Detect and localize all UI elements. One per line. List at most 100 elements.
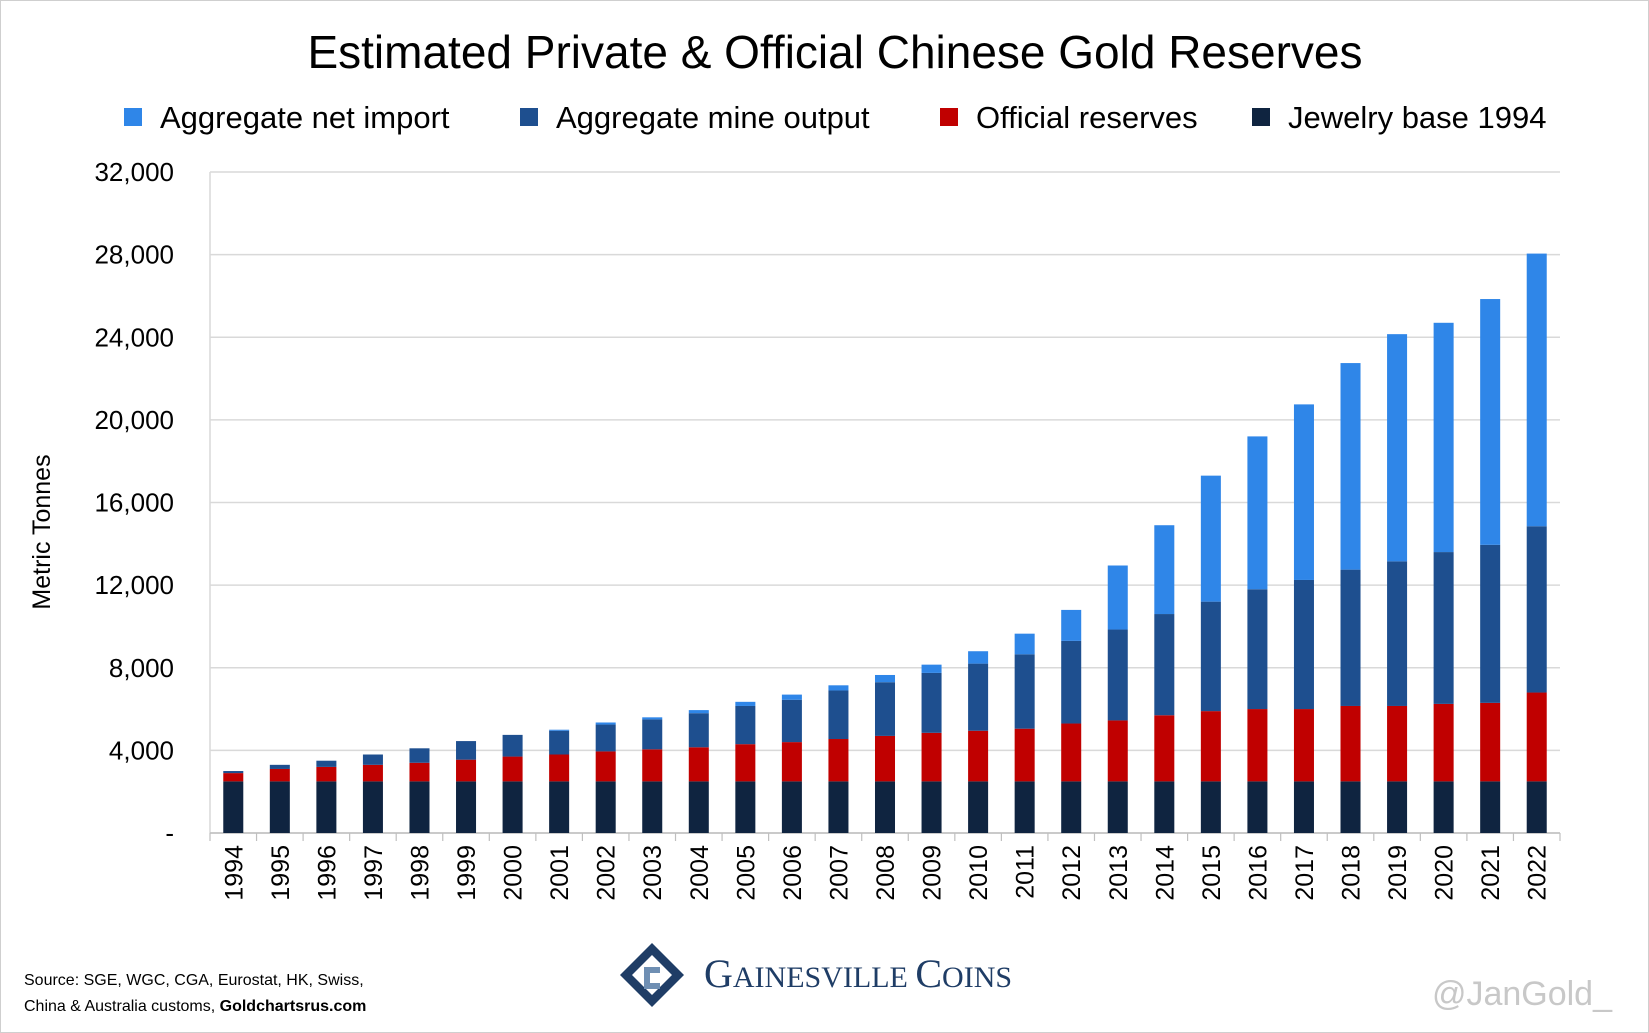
bar-segment — [1247, 436, 1268, 590]
bar-segment — [828, 690, 849, 740]
bar-segment — [1293, 579, 1314, 710]
bar-segment — [456, 741, 477, 760]
bar-segment — [362, 754, 383, 765]
x-tick-label: 2006 — [779, 845, 807, 901]
x-tick-label: 2022 — [1524, 845, 1552, 901]
bar-segment — [1433, 703, 1454, 782]
brand-name: GAINESVILLE COINS — [704, 951, 1012, 996]
bar-segment — [735, 705, 756, 745]
y-tick-label: 32,000 — [94, 157, 174, 187]
bar-segment — [549, 729, 570, 731]
source-line-2: China & Australia customs, Goldchartsrus… — [24, 998, 366, 1015]
bar-segment — [968, 651, 989, 664]
bar-segment — [1200, 711, 1221, 782]
bar-segment — [781, 699, 802, 743]
x-tick-label: 2013 — [1105, 845, 1133, 901]
source-customs-text: China & Australia customs, — [24, 998, 220, 1015]
bar-segment — [1293, 404, 1314, 580]
legend-swatch — [124, 108, 142, 126]
bar-segment — [688, 781, 709, 833]
bar-segment — [1293, 781, 1314, 833]
bar-segment — [828, 781, 849, 833]
x-tick-label: 2017 — [1291, 845, 1319, 901]
bar-segment — [456, 759, 477, 782]
bar-segment — [1061, 723, 1082, 782]
bar-segment — [1526, 253, 1547, 527]
bar-segment — [269, 768, 290, 782]
bar-segment — [456, 781, 477, 833]
bar-segment — [1480, 299, 1501, 545]
bar-segment — [1387, 334, 1408, 562]
legend-swatch — [940, 108, 958, 126]
bar-segment — [1107, 629, 1128, 721]
bar-segment — [1247, 589, 1268, 710]
y-axis-ticks: - 4,000 8,000 12,000 16,000 20,000 24,000 28,00… — [94, 157, 174, 848]
x-tick-label: 1994 — [220, 845, 248, 901]
bar-segment — [595, 724, 616, 752]
bar-segment — [1014, 633, 1035, 655]
bar-segment — [1154, 525, 1175, 615]
bar-segment — [1526, 781, 1547, 833]
legend-label: Jewelry base 1994 — [1288, 100, 1547, 135]
bar-segment — [502, 734, 523, 757]
bar-segment — [1014, 654, 1035, 729]
y-axis-label: Metric Tonnes — [28, 454, 56, 609]
y-tick-label: 4,000 — [109, 735, 174, 765]
bar-segment — [828, 685, 849, 691]
bar-segment — [223, 773, 244, 782]
bar-segment — [1480, 781, 1501, 833]
legend-swatch — [520, 108, 538, 126]
bar-segment — [1061, 609, 1082, 641]
x-tick-label: 2000 — [500, 845, 528, 901]
bar-segment — [921, 781, 942, 833]
bar-segment — [1433, 781, 1454, 833]
bar-segment — [595, 781, 616, 833]
x-tick-label: 1996 — [313, 845, 341, 901]
bar-segment — [1340, 569, 1361, 706]
bar-segment — [1154, 614, 1175, 716]
bar-segment — [269, 764, 290, 769]
bar-segment — [642, 781, 663, 833]
bar-segment — [1154, 715, 1175, 782]
author-handle: @JanGold_ — [1432, 975, 1613, 1013]
legend-item: Aggregate net import — [124, 100, 450, 135]
y-tick-label: 28,000 — [94, 240, 174, 270]
x-tick-label: 2010 — [965, 845, 993, 901]
bar-segment — [1247, 781, 1268, 833]
bar-segment — [735, 744, 756, 782]
x-tick-label: 2003 — [639, 845, 667, 901]
bar-segment — [1480, 544, 1501, 703]
legend-swatch — [1252, 108, 1270, 126]
bar-segment — [1014, 728, 1035, 782]
bar-segment — [642, 719, 663, 750]
bar-segment — [828, 739, 849, 782]
bar-segment — [1293, 709, 1314, 782]
bar-segment — [1107, 565, 1128, 630]
bar-segment — [1154, 781, 1175, 833]
x-tick-label: 2018 — [1338, 845, 1366, 901]
bar-segment — [1014, 781, 1035, 833]
bar-segment — [968, 781, 989, 833]
bar-segment — [688, 713, 709, 748]
bar-segment — [409, 781, 430, 833]
legend-item: Jewelry base 1994 — [1252, 100, 1547, 135]
legend-label: Official reserves — [976, 100, 1198, 135]
bar-segment — [502, 781, 523, 833]
x-tick-label: 2007 — [825, 845, 853, 901]
bar-segment — [1340, 781, 1361, 833]
bar-segment — [735, 701, 756, 706]
y-tick-label: - — [165, 818, 174, 848]
bar-segment — [595, 722, 616, 725]
bar-segment — [921, 732, 942, 782]
bar-segment — [595, 751, 616, 782]
bar-segment — [1433, 552, 1454, 704]
bar-segment — [1480, 702, 1501, 782]
legend-item: Aggregate mine output — [520, 100, 870, 135]
bar-segment — [642, 749, 663, 782]
bar-segment — [781, 781, 802, 833]
bar-segment — [409, 748, 430, 763]
bar-segment — [1200, 601, 1221, 712]
bar-segment — [223, 771, 244, 774]
x-tick-label: 2008 — [872, 845, 900, 901]
x-axis-ticks: 1994 1995 1996 1997 1998 1999 2000 2001 2002 2003… — [209, 833, 1561, 901]
